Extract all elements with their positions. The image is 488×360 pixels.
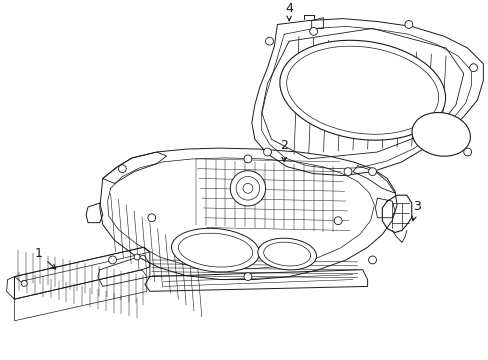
Circle shape xyxy=(265,37,273,45)
Polygon shape xyxy=(15,247,149,299)
Circle shape xyxy=(134,254,140,260)
Polygon shape xyxy=(375,198,394,218)
Text: 3: 3 xyxy=(411,200,420,221)
Circle shape xyxy=(118,165,126,173)
Circle shape xyxy=(463,148,470,156)
Polygon shape xyxy=(7,276,15,299)
Ellipse shape xyxy=(279,40,445,140)
Circle shape xyxy=(108,256,116,264)
Text: 1: 1 xyxy=(35,247,56,269)
Polygon shape xyxy=(98,255,149,287)
Polygon shape xyxy=(86,203,102,222)
Polygon shape xyxy=(251,19,482,176)
Circle shape xyxy=(21,280,27,287)
Polygon shape xyxy=(311,18,323,28)
Ellipse shape xyxy=(257,238,316,270)
Circle shape xyxy=(263,148,271,156)
Text: 2: 2 xyxy=(280,139,287,162)
Polygon shape xyxy=(382,195,411,233)
Circle shape xyxy=(147,214,155,222)
Ellipse shape xyxy=(171,228,259,272)
Circle shape xyxy=(243,184,252,193)
Circle shape xyxy=(368,256,376,264)
Circle shape xyxy=(334,217,342,225)
Circle shape xyxy=(468,64,476,72)
Polygon shape xyxy=(15,270,146,321)
Circle shape xyxy=(309,27,317,35)
Polygon shape xyxy=(144,270,367,291)
Circle shape xyxy=(236,176,259,200)
Polygon shape xyxy=(15,247,149,282)
Circle shape xyxy=(344,168,351,176)
Text: 4: 4 xyxy=(285,2,292,21)
Circle shape xyxy=(368,168,376,176)
Polygon shape xyxy=(100,148,396,280)
Circle shape xyxy=(230,171,265,206)
Circle shape xyxy=(404,21,412,28)
Circle shape xyxy=(244,155,251,163)
Polygon shape xyxy=(352,166,394,193)
Ellipse shape xyxy=(411,113,469,156)
Polygon shape xyxy=(102,152,166,184)
Circle shape xyxy=(244,273,251,280)
